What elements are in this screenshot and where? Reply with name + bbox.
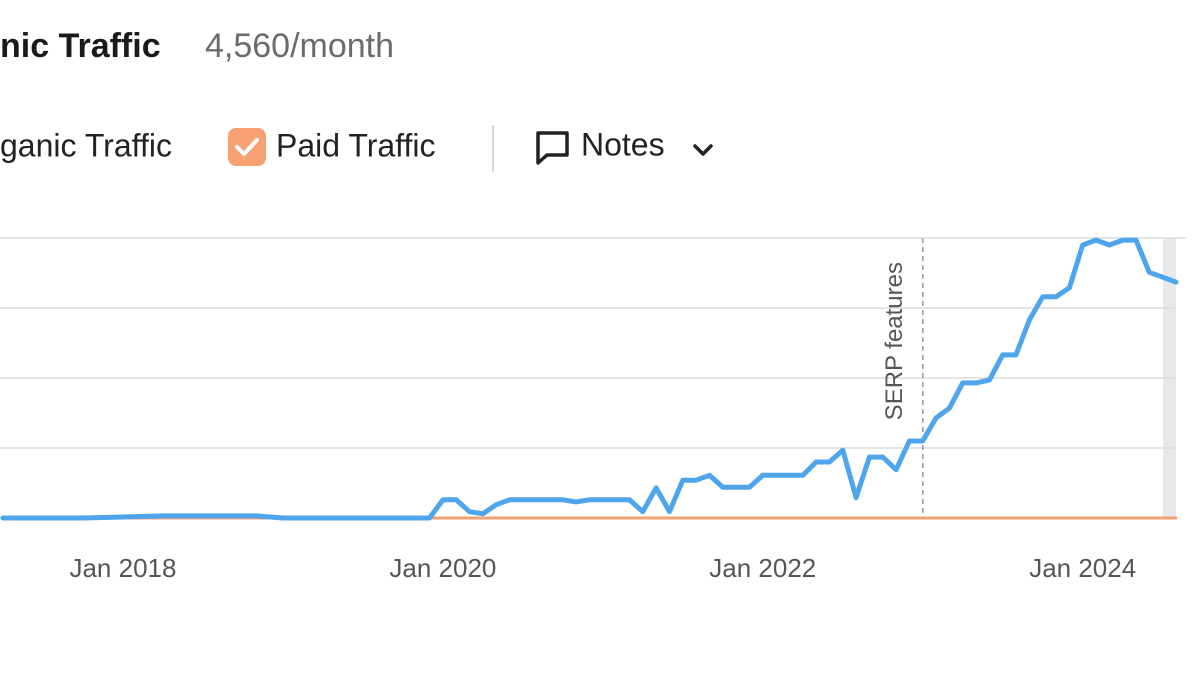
notes-button[interactable]: Notes [536,126,713,165]
series-line [0,237,1179,521]
chevron [693,144,713,156]
notes-icon [536,131,569,165]
x-tick-label: Jan 2022 [709,553,816,583]
legend-label[interactable]: ganic Traffic [0,127,172,163]
annotation-label: SERP features [881,262,908,420]
x-tick-label: Jan 2024 [1029,553,1136,583]
notes-label[interactable]: Notes [581,126,665,162]
check-icon [235,138,259,156]
x-tick-label: Jan 2018 [69,553,176,583]
plot: Jan 2018 Jan 2020 Jan 2022 Jan 2024 SERP fea… [0,237,1186,583]
legend-checkbox[interactable] [228,128,266,166]
x-tick-label: Jan 2020 [389,553,496,583]
subtitle: 4,560/month [205,27,394,65]
legend-label[interactable]: Paid Traffic [276,127,435,163]
title: nic Traffic [0,27,161,65]
